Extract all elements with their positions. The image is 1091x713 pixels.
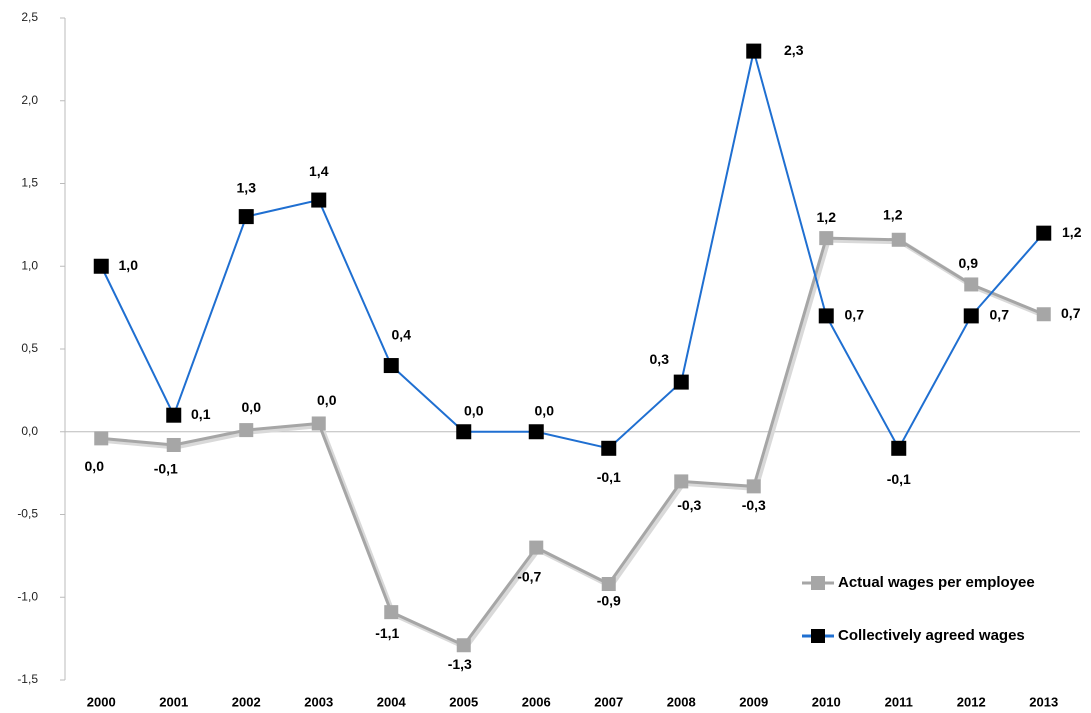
marker bbox=[311, 416, 326, 431]
data-label: -0,1 bbox=[154, 461, 178, 477]
data-label: 1,2 bbox=[817, 209, 837, 225]
data-label: 0,7 bbox=[990, 307, 1010, 323]
marker bbox=[94, 431, 109, 446]
marker bbox=[456, 638, 471, 653]
marker bbox=[891, 232, 906, 247]
x-tick-label: 2012 bbox=[957, 694, 986, 709]
marker bbox=[746, 479, 761, 494]
data-label: -1,1 bbox=[375, 625, 399, 641]
data-label: 0,0 bbox=[535, 402, 555, 418]
data-label: 0,1 bbox=[191, 406, 211, 422]
x-tick-label: 2000 bbox=[87, 694, 116, 709]
marker bbox=[1036, 225, 1052, 241]
x-tick-label: 2007 bbox=[594, 694, 623, 709]
x-tick-label: 2004 bbox=[377, 694, 407, 709]
y-tick-label: -1,0 bbox=[17, 589, 38, 603]
marker bbox=[166, 437, 181, 452]
data-label: 2,3 bbox=[784, 42, 804, 58]
marker bbox=[528, 424, 544, 440]
data-label: 1,0 bbox=[119, 257, 139, 273]
data-label: 1,4 bbox=[309, 163, 329, 179]
y-tick-label: 0,0 bbox=[21, 424, 38, 438]
marker bbox=[963, 308, 979, 324]
y-tick-label: -0,5 bbox=[17, 507, 38, 521]
marker bbox=[674, 474, 689, 489]
x-tick-label: 2002 bbox=[232, 694, 261, 709]
data-label: 0,3 bbox=[650, 351, 670, 367]
marker bbox=[456, 424, 472, 440]
x-tick-label: 2010 bbox=[812, 694, 841, 709]
y-tick-label: 1,5 bbox=[21, 176, 38, 190]
x-tick-label: 2005 bbox=[449, 694, 478, 709]
marker bbox=[601, 577, 616, 592]
data-label: 0,7 bbox=[845, 307, 865, 323]
marker bbox=[166, 407, 182, 423]
marker bbox=[238, 209, 254, 225]
data-label: -0,9 bbox=[597, 593, 621, 609]
marker bbox=[93, 258, 109, 274]
data-label: 0,0 bbox=[85, 458, 105, 474]
marker bbox=[891, 440, 907, 456]
series-line bbox=[100, 50, 1045, 451]
x-tick-label: 2011 bbox=[885, 694, 913, 709]
marker bbox=[673, 374, 689, 390]
marker bbox=[601, 440, 617, 456]
y-tick-label: -1,5 bbox=[17, 672, 38, 686]
marker bbox=[239, 423, 254, 438]
data-label: -0,3 bbox=[742, 497, 766, 513]
x-tick-label: 2008 bbox=[667, 694, 696, 709]
data-label: -1,3 bbox=[448, 656, 472, 672]
data-label: 1,2 bbox=[883, 206, 903, 222]
marker bbox=[1036, 307, 1051, 322]
data-label: 0,0 bbox=[317, 392, 337, 408]
series-line bbox=[101, 236, 1045, 648]
marker bbox=[529, 540, 544, 555]
x-tick-label: 2001 bbox=[159, 694, 188, 709]
marker bbox=[384, 605, 399, 620]
data-label: -0,7 bbox=[517, 568, 541, 584]
data-label: 0,0 bbox=[464, 402, 484, 418]
x-tick-label: 2003 bbox=[304, 694, 333, 709]
data-label: 1,2 bbox=[1062, 224, 1082, 240]
data-label: 0,0 bbox=[242, 399, 262, 415]
legend-marker bbox=[811, 576, 825, 590]
y-tick-label: 1,0 bbox=[21, 258, 38, 272]
x-tick-label: 2006 bbox=[522, 694, 551, 709]
x-tick-label: 2009 bbox=[739, 694, 768, 709]
y-tick-label: 2,5 bbox=[21, 10, 38, 24]
legend-marker bbox=[811, 629, 825, 643]
marker bbox=[964, 277, 979, 292]
marker bbox=[818, 308, 834, 324]
y-tick-label: 0,5 bbox=[21, 341, 38, 355]
data-label: 0,9 bbox=[959, 255, 979, 271]
data-label: -0,3 bbox=[677, 497, 701, 513]
data-label: -0,1 bbox=[597, 469, 621, 485]
x-tick-label: 2013 bbox=[1029, 694, 1058, 709]
marker bbox=[311, 192, 327, 208]
y-tick-label: 2,0 bbox=[21, 93, 38, 107]
legend-label: Collectively agreed wages bbox=[838, 627, 1025, 644]
data-label: -0,1 bbox=[887, 471, 911, 487]
legend-label: Actual wages per employee bbox=[838, 574, 1035, 591]
data-label: 1,3 bbox=[237, 179, 257, 195]
marker bbox=[746, 43, 762, 59]
marker bbox=[383, 358, 399, 374]
data-label: 0,4 bbox=[392, 326, 412, 342]
marker bbox=[819, 231, 834, 246]
data-label: 0,7 bbox=[1061, 305, 1081, 321]
